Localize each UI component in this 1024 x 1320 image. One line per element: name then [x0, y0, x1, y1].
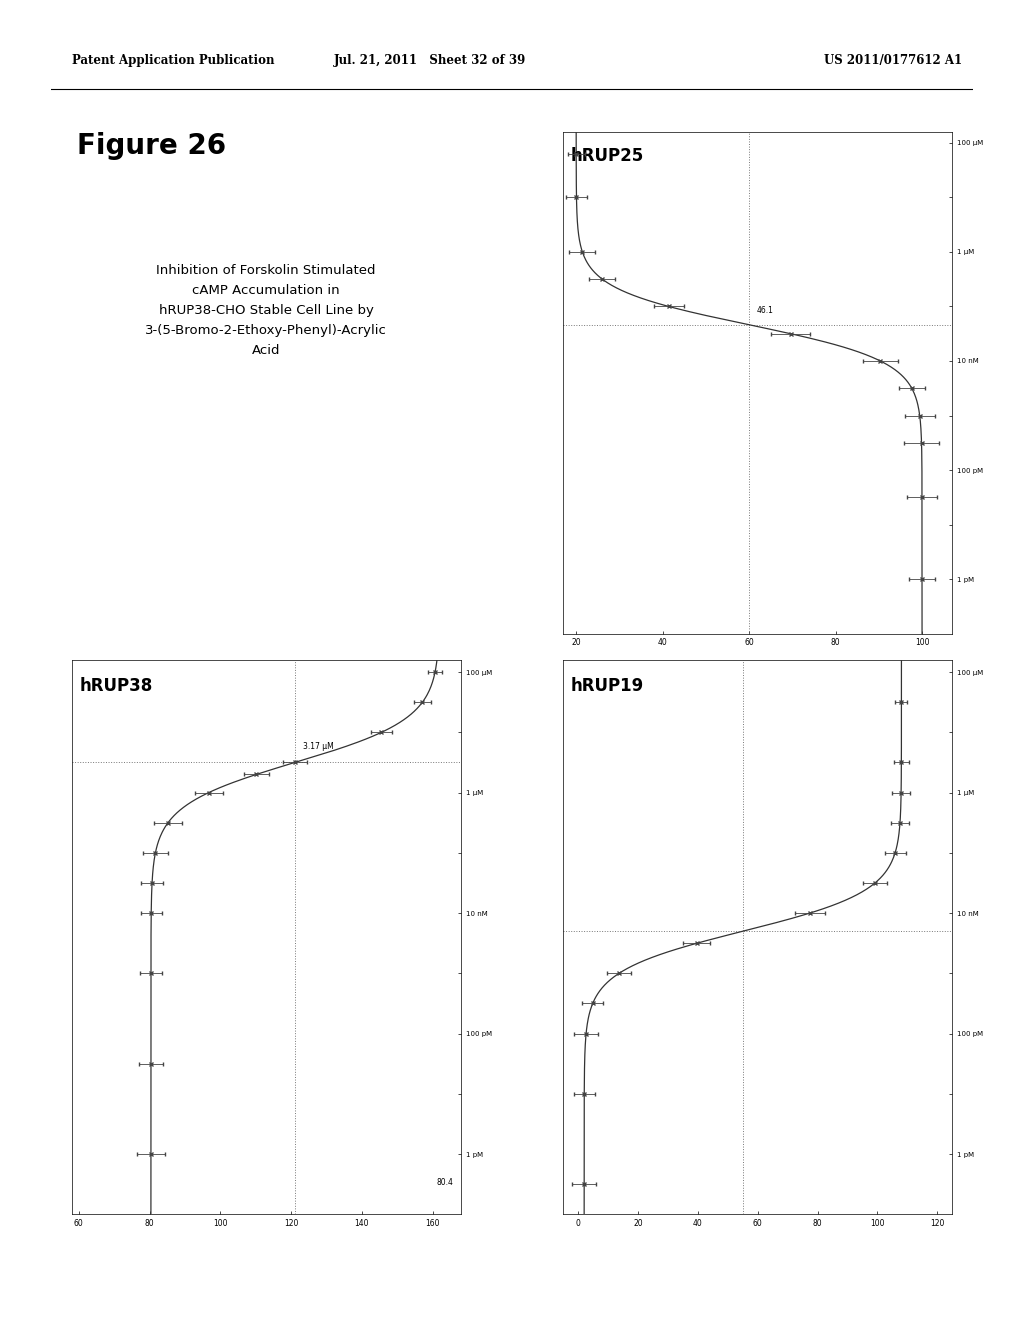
Text: Inhibition of Forskolin Stimulated
cAMP Accumulation in
hRUP38-CHO Stable Cell L: Inhibition of Forskolin Stimulated cAMP … — [145, 264, 387, 356]
Text: Figure 26: Figure 26 — [77, 132, 226, 160]
Text: Jul. 21, 2011   Sheet 32 of 39: Jul. 21, 2011 Sheet 32 of 39 — [334, 54, 526, 67]
Text: hRUP38: hRUP38 — [80, 677, 153, 694]
Text: Patent Application Publication: Patent Application Publication — [72, 54, 274, 67]
Text: hRUP25: hRUP25 — [571, 147, 644, 165]
Text: 3.17 μM: 3.17 μM — [303, 742, 334, 751]
Text: US 2011/0177612 A1: US 2011/0177612 A1 — [824, 54, 963, 67]
Text: 46.1: 46.1 — [757, 306, 774, 314]
Text: hRUP19: hRUP19 — [571, 677, 644, 694]
Text: 80.4: 80.4 — [436, 1177, 453, 1187]
